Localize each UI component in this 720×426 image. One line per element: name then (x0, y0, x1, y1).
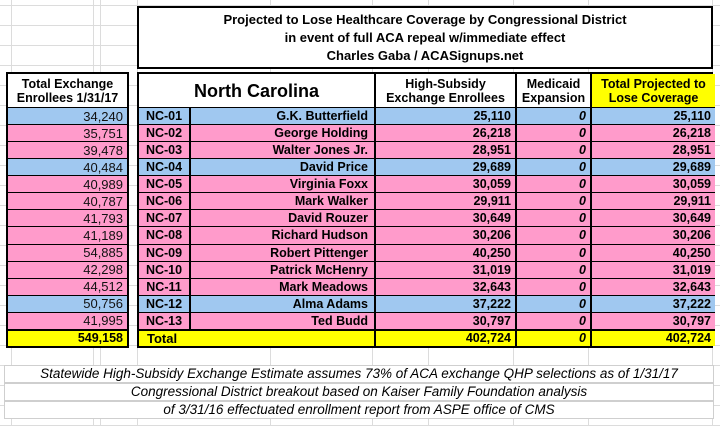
statewide-total-enrollees-cell: 549,158 (8, 328, 127, 346)
representative-cell: Richard Hudson (189, 226, 374, 244)
high-subsidy-cell: 30,797 (374, 311, 515, 329)
state-header: North Carolina (139, 74, 374, 107)
medicaid-expansion-cell: 0 (515, 141, 590, 159)
total-projected-cell: 26,218 (590, 124, 715, 142)
total-projected-cell: 30,797 (590, 311, 715, 329)
total-projected-cell: 29,689 (590, 158, 715, 176)
representative-cell: David Price (189, 158, 374, 176)
medicaid-expansion-cell: 0 (515, 226, 590, 244)
enrollee-count-cell: 41,995 (8, 311, 127, 329)
left-column-header: Total Exchange Enrollees 1/31/17 (8, 74, 127, 107)
high-subsidy-cell: 26,218 (374, 124, 515, 142)
total-projected-cell: 28,951 (590, 141, 715, 159)
total-projected-cell: 30,649 (590, 209, 715, 227)
high-subsidy-cell: 25,110 (374, 107, 515, 125)
district-cell: NC-06 (139, 192, 189, 210)
district-cell: NC-12 (139, 294, 189, 312)
district-cell: NC-05 (139, 175, 189, 193)
district-cell: NC-04 (139, 158, 189, 176)
enrollee-count-cell: 42,298 (8, 260, 127, 278)
district-cell: NC-07 (139, 209, 189, 227)
footnote-line-1: Statewide High-Subsidy Exchange Estimate… (4, 365, 714, 383)
enrollee-count-cell: 40,787 (8, 192, 127, 210)
medicaid-expansion-cell: 0 (515, 192, 590, 210)
total-medicaid-cell: 0 (515, 328, 590, 346)
district-cell: NC-02 (139, 124, 189, 142)
medicaid-expansion-cell: 0 (515, 175, 590, 193)
enrollee-count-cell: 40,484 (8, 158, 127, 176)
enrollee-count-cell: 50,756 (8, 294, 127, 312)
total-projected-cell: 32,643 (590, 277, 715, 295)
medicaid-expansion-cell: 0 (515, 277, 590, 295)
district-cell: NC-03 (139, 141, 189, 159)
representative-cell: Ted Budd (189, 311, 374, 329)
enrollee-count-cell: 39,478 (8, 141, 127, 159)
high-subsidy-cell: 31,019 (374, 260, 515, 278)
representative-cell: Patrick McHenry (189, 260, 374, 278)
enrollee-count-cell: 34,240 (8, 107, 127, 125)
total-projected-cell: 37,222 (590, 294, 715, 312)
representative-cell: George Holding (189, 124, 374, 142)
medicaid-expansion-cell: 0 (515, 243, 590, 261)
district-cell: NC-09 (139, 243, 189, 261)
total-projected-cell: 30,059 (590, 175, 715, 193)
total-exchange-enrollees-column: Total Exchange Enrollees 1/31/17 34,240 3… (6, 72, 129, 348)
enrollee-count-cell: 54,885 (8, 243, 127, 261)
district-cell: NC-13 (139, 311, 189, 329)
total-row-label: Total (139, 328, 374, 346)
total-projected-cell: 29,911 (590, 192, 715, 210)
medicaid-expansion-cell: 0 (515, 311, 590, 329)
high-subsidy-cell: 30,649 (374, 209, 515, 227)
total-projected-cell: 25,110 (590, 107, 715, 125)
title-line-2: in event of full ACA repeal w/immediate … (284, 29, 566, 45)
enrollee-count-cell: 41,189 (8, 226, 127, 244)
medicaid-expansion-cell: 0 (515, 260, 590, 278)
footnote-line-3: of 3/31/16 effectuated enrollment report… (4, 401, 714, 419)
representative-cell: Alma Adams (189, 294, 374, 312)
representative-cell: Mark Meadows (189, 277, 374, 295)
footnote-line-2: Congressional District breakout based on… (4, 383, 714, 401)
representative-cell: Robert Pittenger (189, 243, 374, 261)
representative-cell: David Rouzer (189, 209, 374, 227)
district-breakout-table: North Carolina High-Subsidy Exchange Enr… (137, 72, 715, 348)
district-cell: NC-08 (139, 226, 189, 244)
high-subsidy-cell: 29,689 (374, 158, 515, 176)
high-subsidy-column-header: High-Subsidy Exchange Enrollees (374, 74, 515, 107)
district-cell: NC-01 (139, 107, 189, 125)
total-projected-total-cell: 402,724 (590, 328, 715, 346)
total-projected-cell: 40,250 (590, 243, 715, 261)
high-subsidy-cell: 32,643 (374, 277, 515, 295)
representative-cell: Virginia Foxx (189, 175, 374, 193)
district-cell: NC-10 (139, 260, 189, 278)
enrollee-count-cell: 40,989 (8, 175, 127, 193)
total-projected-column-header: Total Projected to Lose Coverage (590, 74, 715, 107)
enrollee-count-cell: 35,751 (8, 124, 127, 142)
high-subsidy-cell: 28,951 (374, 141, 515, 159)
medicaid-expansion-cell: 0 (515, 294, 590, 312)
medicaid-expansion-cell: 0 (515, 107, 590, 125)
high-subsidy-cell: 37,222 (374, 294, 515, 312)
total-high-subsidy-cell: 402,724 (374, 328, 515, 346)
representative-cell: Walter Jones Jr. (189, 141, 374, 159)
high-subsidy-cell: 30,206 (374, 226, 515, 244)
high-subsidy-cell: 40,250 (374, 243, 515, 261)
district-cell: NC-11 (139, 277, 189, 295)
representative-cell: Mark Walker (189, 192, 374, 210)
high-subsidy-cell: 29,911 (374, 192, 515, 210)
total-projected-cell: 30,206 (590, 226, 715, 244)
medicaid-expansion-cell: 0 (515, 158, 590, 176)
enrollee-count-cell: 44,512 (8, 277, 127, 295)
medicaid-expansion-column-header: Medicaid Expansion (515, 74, 590, 107)
medicaid-expansion-cell: 0 (515, 209, 590, 227)
enrollee-count-cell: 41,793 (8, 209, 127, 227)
medicaid-expansion-cell: 0 (515, 124, 590, 142)
representative-cell: G.K. Butterfield (189, 107, 374, 125)
table-title: Projected to Lose Healthcare Coverage by… (137, 6, 713, 69)
title-line-3: Charles Gaba / ACASignups.net (326, 47, 524, 63)
total-projected-cell: 31,019 (590, 260, 715, 278)
title-line-1: Projected to Lose Healthcare Coverage by… (223, 11, 627, 27)
high-subsidy-cell: 30,059 (374, 175, 515, 193)
